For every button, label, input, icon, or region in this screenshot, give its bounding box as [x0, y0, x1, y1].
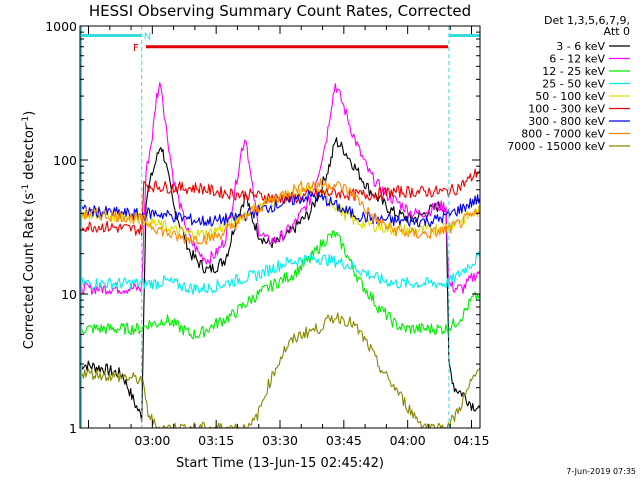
y-tick-label-1: 10 [61, 287, 77, 302]
legend-title-line-1: Att 0 [604, 25, 630, 38]
x-tick-label-5: 04:15 [453, 433, 489, 448]
y-axis-label-part-2: detector [22, 124, 37, 184]
legend-label-2: 12 - 25 keV [542, 65, 605, 78]
y-axis-label-part-3: -1 [21, 116, 31, 125]
x-tick-label-2: 03:30 [262, 433, 298, 448]
legend-label-7: 800 - 7000 keV [521, 128, 605, 141]
timestamp-label: 7-Jun-2019 07:35 [566, 467, 636, 476]
legend-title-line-0: Det 1,3,5,6,7,9, [544, 14, 630, 27]
series-line-0 [80, 137, 480, 423]
series-line-3 [80, 251, 480, 295]
legend-label-8: 7000 - 15000 keV [507, 140, 605, 153]
series-line-2 [80, 230, 480, 340]
y-axis-label-part-0: Corrected Count Rate (s [22, 193, 37, 350]
y-tick-label-0: 1 [69, 421, 77, 436]
y-axis-label-part-1: -1 [21, 184, 31, 193]
series-line-7 [80, 178, 480, 245]
y-tick-label-3: 1000 [45, 19, 77, 34]
x-axis-label: Start Time (13-Jun-15 02:45:42) [176, 456, 384, 471]
series-line-6 [80, 190, 480, 228]
legend-label-5: 100 - 300 keV [528, 103, 605, 116]
x-tick-label-1: 03:15 [198, 433, 234, 448]
night-flag-label: N [144, 31, 151, 42]
y-axis-label: Corrected Count Rate (s-1 detector-1) [21, 111, 37, 349]
series-line-8 [80, 312, 480, 428]
chart-title: HESSI Observing Summary Count Rates, Cor… [89, 2, 471, 20]
x-tick-label-3: 03:45 [326, 433, 362, 448]
legend-label-6: 300 - 800 keV [528, 115, 605, 128]
y-axis-label-part-4: ) [22, 111, 37, 116]
legend-label-1: 6 - 12 keV [549, 53, 605, 66]
legend-label-3: 25 - 50 keV [542, 78, 605, 91]
y-tick-label-2: 100 [53, 153, 77, 168]
legend-label-4: 50 - 100 keV [535, 90, 605, 103]
flare-flag-label: F [133, 43, 139, 54]
x-tick-label-4: 04:00 [390, 433, 426, 448]
x-tick-label-0: 03:00 [134, 433, 170, 448]
legend-label-0: 3 - 6 keV [556, 40, 605, 53]
